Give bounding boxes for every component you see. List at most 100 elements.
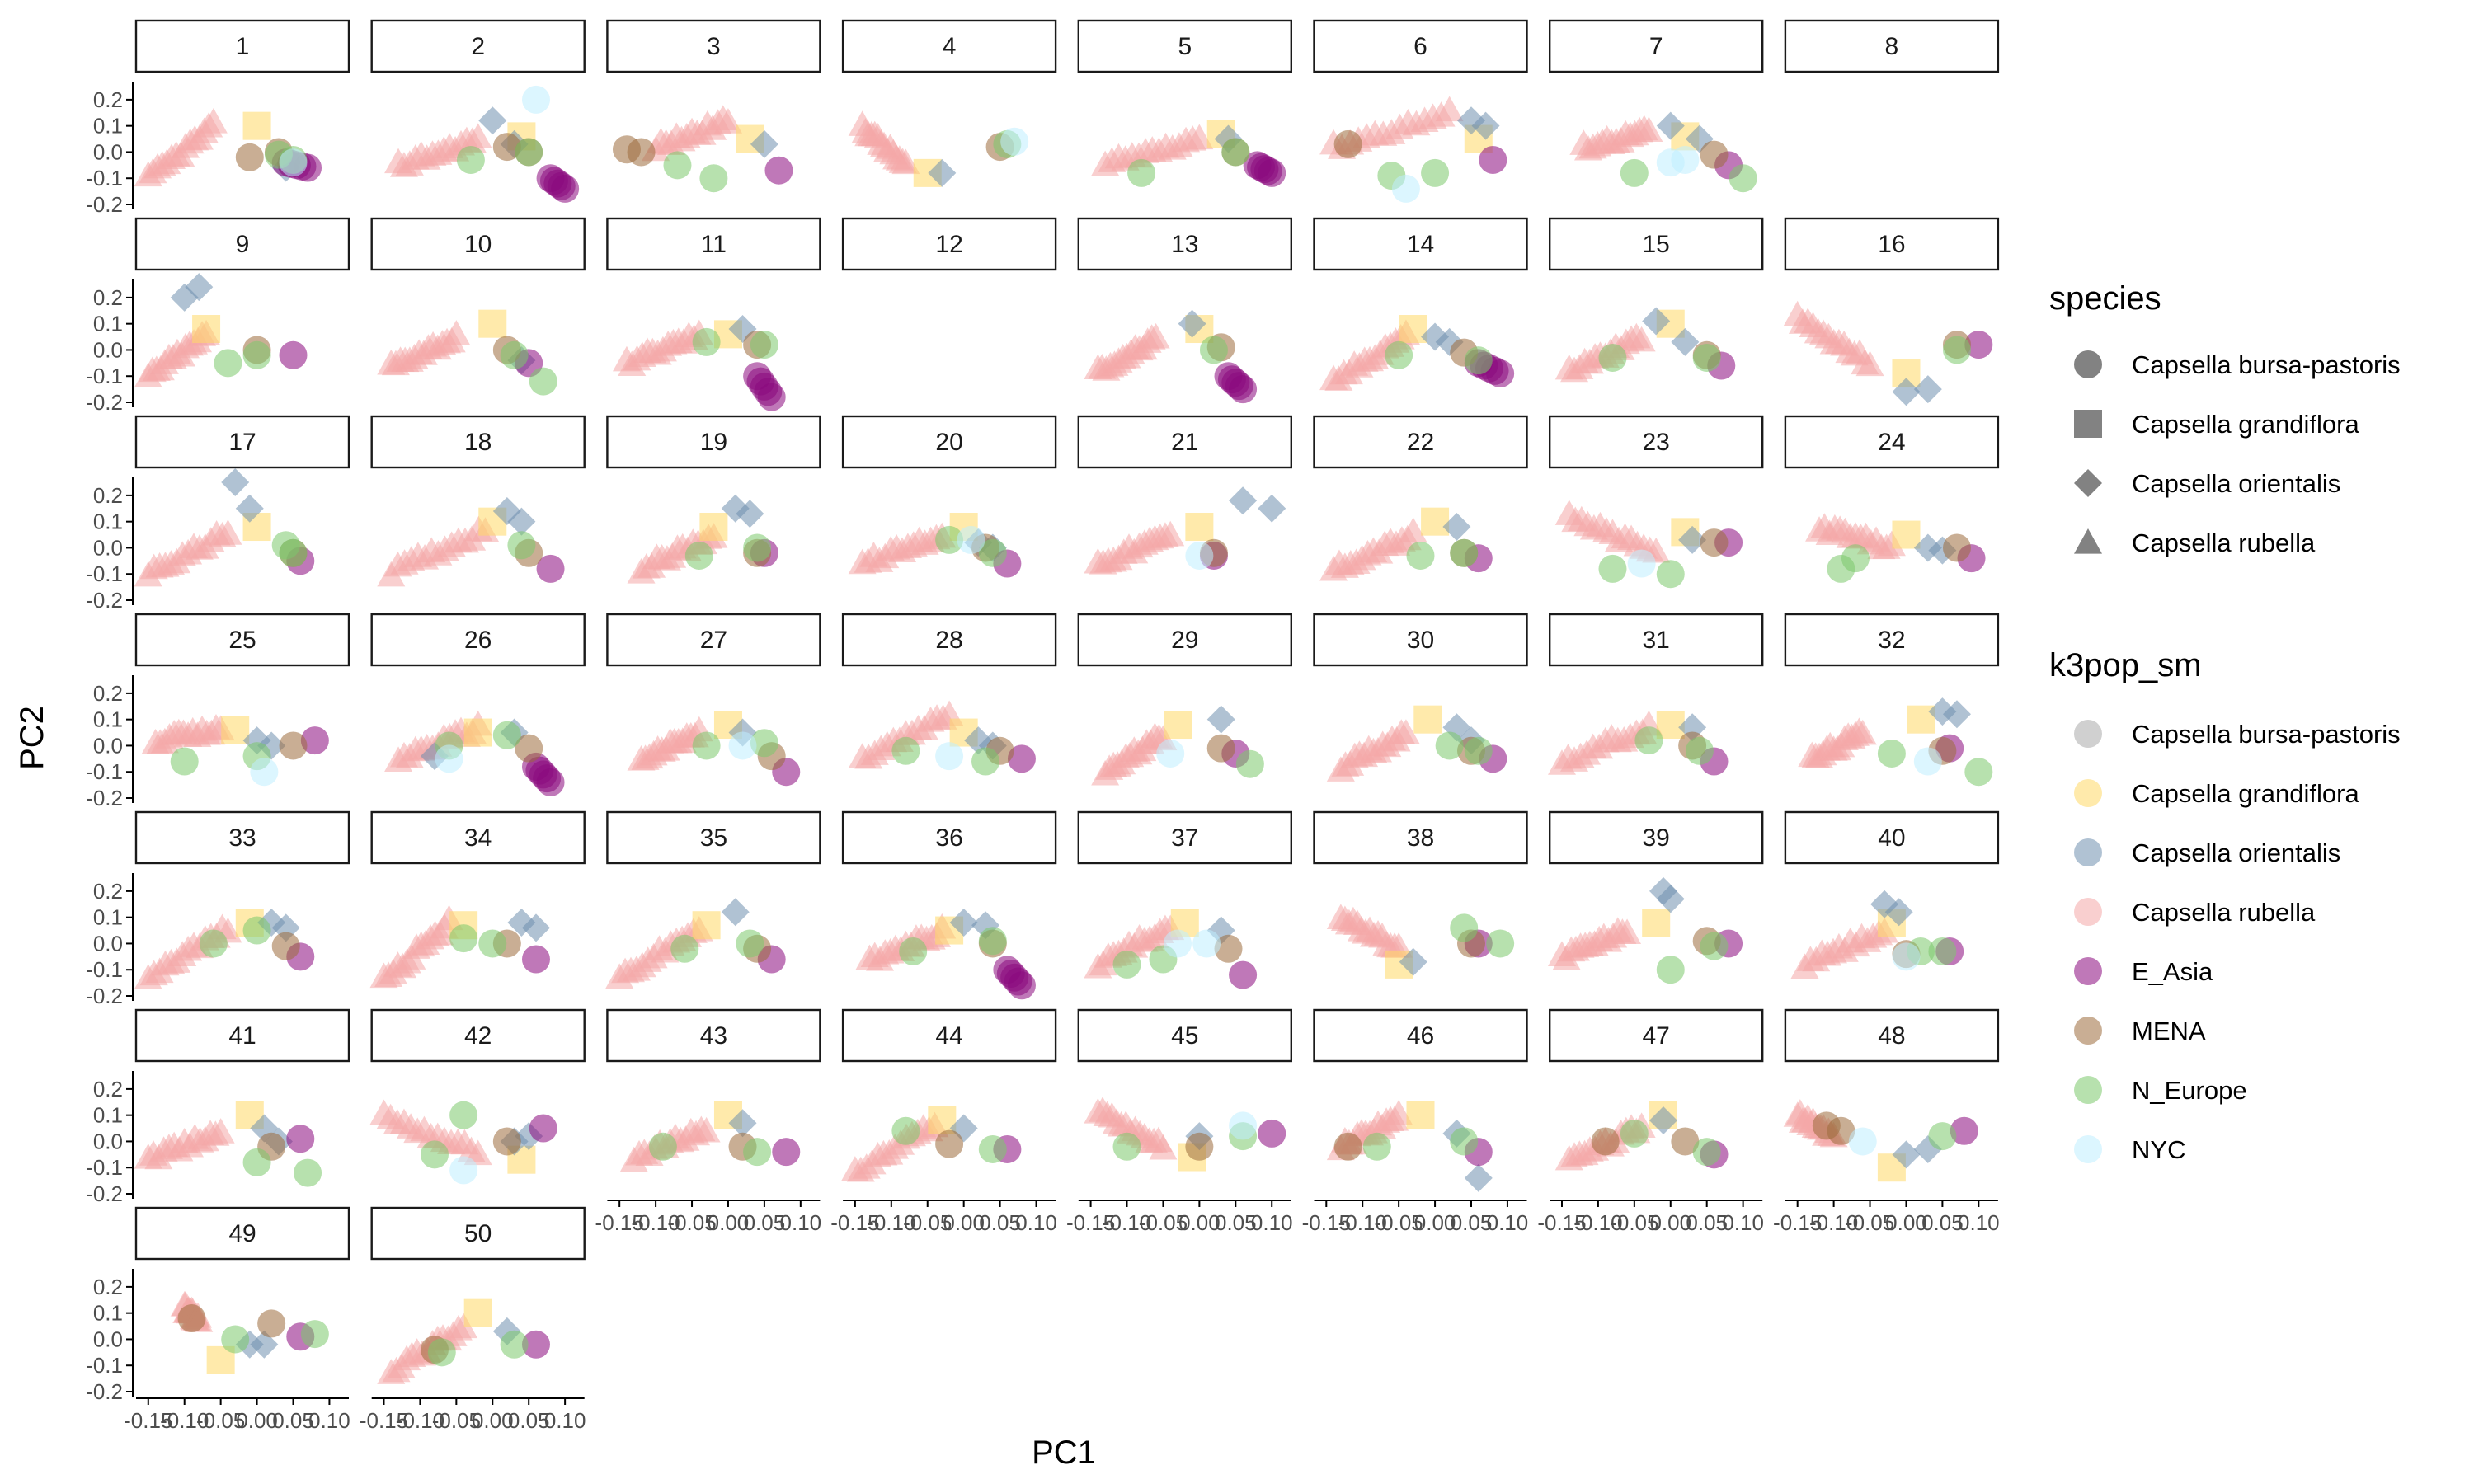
y-tick-label: 0.2	[93, 1275, 123, 1299]
y-tick-label: -0.1	[86, 957, 123, 982]
y-tick-label: 0.1	[93, 114, 123, 139]
facet-strip-label: 15	[1643, 231, 1670, 258]
legend-label: Capsella orientalis	[2132, 469, 2340, 498]
x-tick-label: 0.10	[1487, 1210, 1529, 1235]
facet-panel-47: 47 -0.15-0.10-0.050.000.050.10	[1537, 1008, 1764, 1235]
point-N_Europe	[427, 1338, 456, 1367]
point-E_Asia	[1258, 158, 1286, 187]
facet-strip-label: 5	[1178, 33, 1192, 60]
point-N_Europe	[500, 1330, 529, 1359]
legend-label: MENA	[2132, 1017, 2206, 1045]
point-N_Europe	[529, 367, 557, 396]
point-N_Europe	[279, 538, 308, 567]
facet-panel-16: 16	[1783, 217, 2000, 406]
point-N_Europe	[670, 934, 699, 963]
point-N_Europe	[1435, 731, 1464, 760]
facet-strip-label: 18	[464, 429, 492, 456]
point-N_Europe	[935, 525, 964, 554]
point-N_Europe	[1700, 932, 1729, 960]
point-N_Europe	[221, 1325, 250, 1354]
point-E_Asia	[764, 156, 793, 185]
point-grandiflora	[1642, 909, 1671, 937]
point-N_Europe	[1928, 937, 1957, 965]
legend-key-circle	[2074, 1135, 2102, 1163]
facet-strip-label: 21	[1171, 429, 1198, 456]
point-N_Europe	[648, 1132, 677, 1161]
point-rubella	[1856, 350, 1884, 377]
point-rubella	[206, 1118, 235, 1144]
facet-panel-40: 40	[1784, 810, 2000, 979]
point-E_Asia	[1007, 744, 1036, 773]
facet-strip	[370, 415, 586, 469]
point-N_Europe	[1112, 1132, 1141, 1161]
point-NYC	[1164, 929, 1192, 958]
point-N_Europe	[1406, 541, 1435, 570]
point-grandiflora	[192, 315, 221, 344]
x-tick-label: 0.05	[508, 1408, 550, 1433]
facet-strip	[370, 217, 586, 271]
x-tick-label: -0.10	[1573, 1210, 1622, 1235]
point-N_Europe	[1112, 950, 1141, 979]
x-tick-label: 0.10	[544, 1408, 586, 1433]
point-rubella	[1149, 1134, 1178, 1160]
facet-strip-label: 25	[228, 627, 256, 654]
facet-panel-43: 43 -0.15-0.10-0.050.000.050.10	[595, 1008, 821, 1235]
legend-label: E_Asia	[2132, 957, 2213, 986]
point-N_Europe	[663, 151, 692, 180]
facet-strip	[1784, 810, 2000, 865]
y-tick-label: -0.1	[86, 1155, 123, 1180]
facet-strip-label: 34	[464, 824, 492, 852]
y-axis-title: PC2	[14, 706, 50, 770]
facet-panel-21: 21	[1077, 415, 1293, 575]
legend-label: Capsella orientalis	[2132, 838, 2340, 867]
facet-panel-35: 35	[605, 810, 821, 989]
point-N_Europe	[750, 729, 778, 758]
facet-panel-34: 34	[369, 810, 586, 989]
point-E_Asia	[536, 768, 565, 796]
point-NYC	[1156, 739, 1185, 768]
point-orientalis	[949, 909, 978, 937]
x-tick-label: -0.05	[196, 1408, 245, 1433]
point-orientalis	[1656, 885, 1685, 913]
point-E_Asia	[529, 1114, 557, 1143]
facet-strip-label: 42	[464, 1022, 492, 1050]
point-N_Europe	[891, 736, 920, 765]
facet-panel-25: 25 0.20.10.0-0.1-0.2	[86, 613, 350, 810]
point-grandiflora	[1185, 513, 1214, 542]
point-N_Europe	[492, 721, 521, 749]
x-axis-title: PC1	[1032, 1435, 1096, 1471]
point-grandiflora	[1413, 705, 1442, 734]
point-E_Asia	[1007, 971, 1036, 1000]
facet-panel-3: 3	[606, 19, 821, 193]
point-N_Europe	[899, 937, 928, 965]
point-orientalis	[1942, 700, 1971, 729]
facet-strip	[1077, 19, 1293, 73]
point-rubella	[449, 1313, 478, 1339]
point-N_Europe	[478, 929, 507, 958]
facet-panel-17: 17 0.20.10.0-0.1-0.2	[86, 415, 350, 613]
facet-strip-label: 28	[935, 627, 962, 654]
x-tick-label: 0.10	[1251, 1210, 1293, 1235]
point-NYC	[435, 744, 463, 773]
point-N_Europe	[692, 731, 721, 760]
point-orientalis	[235, 494, 264, 523]
x-tick-label: -0.05	[1375, 1210, 1423, 1235]
point-NYC	[1192, 929, 1221, 958]
y-tick-label: 0.0	[93, 337, 123, 362]
point-N_Europe	[1656, 560, 1685, 589]
y-tick-label: 0.2	[93, 879, 123, 904]
legend-key-circle	[2074, 779, 2102, 807]
facet-panels: 10.20.10.0-0.1-0.22 3 4 5 6 7 890.20.10.0-0.1-…	[86, 19, 2000, 1433]
x-tick-label: 0.10	[1958, 1210, 2000, 1235]
point-E_Asia	[536, 554, 565, 583]
point-orientalis	[221, 468, 250, 496]
facet-panel-13: 13	[1077, 217, 1293, 404]
facet-strip-label: 26	[464, 627, 492, 654]
facet-strip-label: 32	[1878, 627, 1905, 654]
point-N_Europe	[1421, 158, 1450, 187]
y-tick-label: -0.1	[86, 166, 123, 190]
point-N_Europe	[420, 1140, 449, 1169]
facet-panel-10: 10	[370, 217, 586, 396]
y-tick-label: -0.2	[86, 984, 123, 1008]
facet-panel-7: 7	[1548, 19, 1764, 193]
